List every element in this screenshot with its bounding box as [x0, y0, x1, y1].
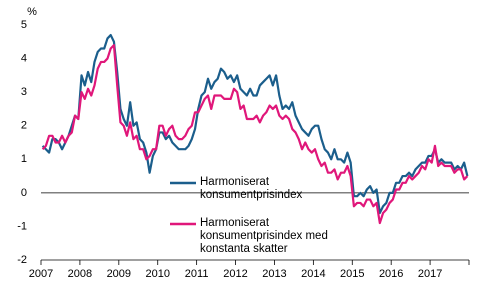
y-tick-label: 5	[21, 19, 27, 31]
series-line	[41, 33, 469, 215]
x-tick-label: 2012	[223, 268, 247, 280]
x-tick-label: 2013	[262, 268, 286, 280]
y-tick-label: 3	[21, 86, 27, 98]
y-tick-label: 0	[21, 187, 27, 199]
y-tick-label: -1	[17, 220, 27, 232]
y-tick-label: 1	[21, 153, 27, 165]
y-tick-label: 4	[21, 52, 27, 64]
series-line	[41, 44, 469, 225]
x-tick-label: 2010	[145, 268, 169, 280]
x-tick-label: 2009	[107, 268, 131, 280]
y-tick-label: -2	[17, 254, 27, 266]
y-axis-label: %	[27, 6, 37, 18]
x-tick-label: 2007	[29, 268, 53, 280]
y-tick-label: 2	[21, 120, 27, 132]
x-tick-label: 2014	[301, 268, 325, 280]
x-tick-label: 2016	[379, 268, 403, 280]
x-tick-label: 2011	[185, 268, 209, 280]
x-tick-label: 2008	[68, 268, 92, 280]
x-tick-label: 2015	[340, 268, 364, 280]
x-tick-label: 2017	[418, 268, 442, 280]
legend-label: Harmoniserat konsumentprisindex med kons…	[200, 217, 328, 255]
legend-label: Harmoniserat konsumentprisindex	[200, 176, 303, 201]
